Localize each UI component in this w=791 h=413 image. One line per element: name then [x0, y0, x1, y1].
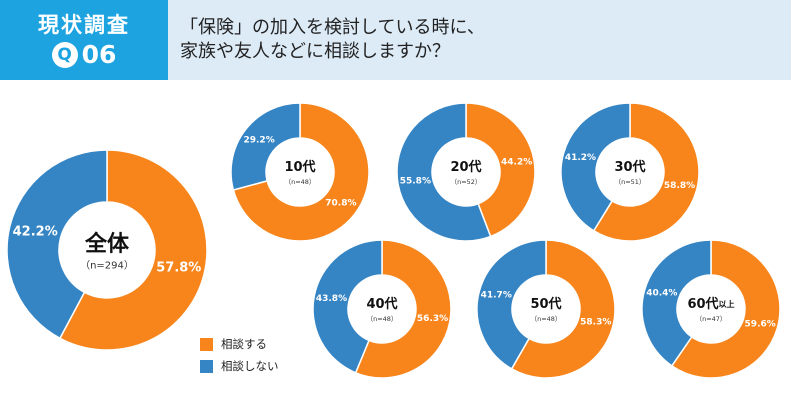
center-label-30s: 30代: [614, 159, 645, 175]
q-circle-icon: Q: [51, 41, 78, 68]
slice-20s-consult: [465, 102, 536, 238]
slice-all-not-consult: [6, 149, 108, 340]
slice-30s-not-consult: [560, 102, 631, 232]
sample-size-50s: （n=48）: [531, 315, 562, 323]
slice-60s-consult: [670, 239, 781, 379]
slice-30s-consult: [592, 102, 700, 242]
survey-badge: 現状調査 Q 06: [0, 0, 168, 80]
slice-60s-not-consult: [641, 239, 712, 367]
slice-10s-not-consult: [230, 102, 301, 191]
center-label-all: 全体: [84, 231, 130, 257]
legend-swatch-not-consult: [200, 359, 213, 373]
value-label-50s-1: 41.7%: [481, 291, 512, 301]
donut-40s: 56.3% 43.8% 40代 （n=48）: [312, 239, 452, 379]
question-text: 「保険」の加入を検討している時に、 家族や友人などに相談しますか？: [180, 16, 485, 64]
donut-60s: 59.6% 40.4% 60代以上 （n=47）: [641, 239, 781, 379]
value-label-all-0: 57.8%: [156, 260, 201, 275]
donut-20s: 44.2% 55.8% 20代 （n=52）: [396, 102, 536, 242]
donut-30s: 58.8% 41.2% 30代 （n=51）: [560, 102, 700, 242]
slice-50s-not-consult: [476, 239, 547, 370]
value-label-60s-0: 59.6%: [745, 319, 776, 329]
sample-size-40s: （n=48）: [367, 315, 398, 323]
donut-50s: 58.3% 41.7% 50代 （n=48）: [476, 239, 616, 379]
value-label-60s-1: 40.4%: [646, 289, 677, 299]
value-label-all-1: 42.2%: [13, 225, 58, 240]
question-line-2: 家族や友人などに相談しますか？: [180, 41, 450, 62]
sample-size-60s: （n=47）: [696, 315, 727, 323]
sample-size-20s: （n=52）: [451, 178, 482, 186]
center-label-60s: 60代以上: [687, 296, 734, 312]
value-label-40s-0: 56.3%: [417, 314, 448, 324]
value-label-30s-0: 58.8%: [664, 181, 695, 191]
legend-item-consult: 相談する: [200, 333, 279, 355]
value-label-40s-1: 43.8%: [316, 294, 347, 304]
slice-20s-not-consult: [396, 102, 492, 242]
badge-title: 現状調査: [38, 13, 130, 37]
question-number: Q 06: [0, 40, 168, 69]
value-label-10s-0: 70.8%: [325, 198, 356, 208]
sample-size-10s: （n=48）: [285, 178, 316, 186]
center-label-20s: 20代: [450, 159, 481, 175]
question-number-text: 06: [81, 40, 117, 69]
slice-all-consult: [58, 149, 208, 351]
slice-10s-consult: [232, 102, 370, 242]
center-label-10s: 10代: [284, 159, 315, 175]
legend: 相談する 相談しない: [200, 333, 279, 377]
center-label-40s: 40代: [366, 296, 397, 312]
value-label-50s-0: 58.3%: [580, 317, 611, 327]
sample-size-all: （n=294）: [80, 260, 134, 272]
value-label-30s-1: 41.2%: [565, 153, 596, 163]
value-label-10s-1: 29.2%: [243, 136, 274, 146]
legend-label-consult: 相談する: [221, 337, 267, 351]
legend-label-not-consult: 相談しない: [221, 359, 279, 373]
center-label-50s: 50代: [530, 296, 561, 312]
slice-40s-consult: [354, 239, 452, 379]
question-line-1: 「保険」の加入を検討している時に、: [180, 17, 485, 38]
value-label-20s-1: 55.8%: [400, 176, 431, 186]
donut-all: 57.8% 42.2% 全体 （n=294）: [6, 149, 208, 351]
header-bar: 現状調査 Q 06 「保険」の加入を検討している時に、 家族や友人などに相談しま…: [0, 0, 791, 80]
slice-40s-not-consult: [312, 239, 383, 374]
donut-10s: 70.8% 29.2% 10代 （n=48）: [230, 102, 370, 242]
center-suffix-60s: 以上: [719, 299, 735, 309]
legend-item-not-consult: 相談しない: [200, 355, 279, 377]
slice-50s-consult: [510, 239, 616, 379]
legend-swatch-consult: [200, 337, 213, 351]
value-label-20s-0: 44.2%: [501, 158, 532, 168]
sample-size-30s: （n=51）: [615, 178, 646, 186]
